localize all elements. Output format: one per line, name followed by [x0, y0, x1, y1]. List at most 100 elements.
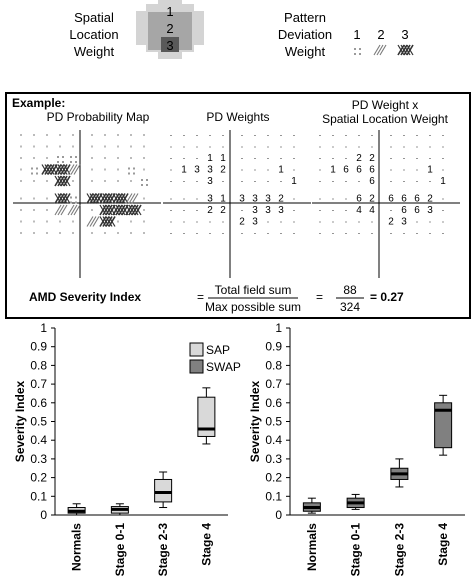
- grid-cell: 1: [207, 153, 213, 164]
- prob-normal-dot: [33, 209, 35, 211]
- formula-denominator-value: 324: [340, 300, 360, 314]
- grid-cell: ·: [254, 153, 257, 163]
- grid-cell: ·: [442, 228, 445, 238]
- x-tick-label: Stage 4: [199, 523, 213, 566]
- prob-symbol-3-icon: [112, 204, 129, 216]
- formula-numerator-value: 88: [343, 283, 357, 297]
- prob-normal-dot: [59, 134, 61, 136]
- prob-normal-dot: [104, 134, 106, 136]
- prob-normal-dot: [117, 180, 119, 182]
- grid-cell: ·: [390, 228, 393, 238]
- grid-cell: 3: [194, 165, 200, 176]
- grid-cell: 3: [252, 194, 258, 205]
- prob-normal-dot: [143, 157, 145, 159]
- prob-symbol-1-icon: [128, 167, 135, 175]
- prob-normal-dot: [104, 232, 106, 234]
- prob-symbol-2-icon: [67, 204, 81, 216]
- prob-normal-dot: [20, 220, 22, 223]
- grid-cell: ·: [196, 176, 199, 186]
- grid-cell: ·: [241, 228, 244, 238]
- grid-cell: ·: [390, 176, 393, 186]
- grid-cell: ·: [254, 130, 257, 140]
- x-tick-label: Stage 2-3: [392, 523, 406, 577]
- y-axis-title: Severity Index: [248, 380, 262, 462]
- prob-normal-dot: [91, 157, 93, 159]
- formula-label: AMD Severity Index: [29, 290, 141, 304]
- grid-cell: ·: [254, 228, 257, 238]
- box-sap-2: [154, 471, 173, 509]
- prob-normal-dot: [33, 157, 35, 159]
- grid-cell: ·: [319, 194, 322, 204]
- grid-cell: 6: [356, 194, 362, 205]
- grid-cell: ·: [170, 153, 173, 163]
- prob-normal-dot: [72, 232, 74, 234]
- spatial-weight-legend: Spatial Location Weight 1 2 3: [69, 0, 204, 59]
- grid-cell: 2: [278, 194, 284, 205]
- prob-normal-dot: [20, 145, 22, 148]
- prob-normal-dot: [130, 157, 132, 159]
- grid-cell: ·: [429, 153, 432, 163]
- formula-result: = 0.27: [370, 290, 404, 304]
- prob-normal-dot: [91, 134, 93, 136]
- grid-cell: ·: [332, 194, 335, 204]
- prob-normal-dot: [104, 168, 106, 171]
- grid-cell: ·: [170, 130, 173, 140]
- grid-cell: ·: [222, 217, 225, 227]
- grid-cell: 6: [369, 176, 375, 187]
- grid-cell: 3: [207, 176, 213, 187]
- grid-cell: ·: [403, 228, 406, 238]
- prob-symbol-3-icon: [54, 175, 71, 187]
- grid-cell: ·: [293, 217, 296, 227]
- grid-cell: ·: [442, 165, 445, 175]
- grid-cell: ·: [416, 153, 419, 163]
- spatial-label-line-2: Location: [69, 27, 118, 42]
- prob-normal-dot: [143, 209, 145, 211]
- grid-cell: ·: [332, 176, 335, 186]
- prob-normal-dot: [20, 168, 22, 171]
- grid-cell: 6: [369, 165, 375, 176]
- x-tick-label: Stage 0-1: [113, 523, 127, 577]
- grid-cell: ·: [183, 176, 186, 186]
- grid-cell: ·: [280, 130, 283, 140]
- grid-cell: ·: [345, 130, 348, 140]
- grid-cell: ·: [319, 130, 322, 140]
- pattern-label-line-1: Pattern: [284, 10, 326, 25]
- x-tick-label: Stage 0-1: [349, 523, 363, 577]
- prob-normal-dot: [33, 180, 35, 182]
- grid-cell: 3: [207, 165, 213, 176]
- grid-cell: 3: [427, 205, 433, 216]
- grid-cell: 1: [220, 153, 226, 164]
- grid-cell: 2: [388, 217, 394, 228]
- grid-cell: ·: [358, 217, 361, 227]
- prob-normal-dot: [117, 145, 119, 148]
- grid-cell: ·: [183, 194, 186, 204]
- grid-cell: ·: [183, 205, 186, 215]
- grid-cell: 1: [181, 165, 187, 176]
- prob-symbol-3-icon: [125, 204, 142, 216]
- grid-cell: ·: [170, 194, 173, 204]
- grid-cell: ·: [390, 205, 393, 215]
- y-tick-label: 1: [275, 321, 282, 335]
- grid-cell: ·: [222, 228, 225, 238]
- spatial-level-1: 1: [166, 4, 173, 19]
- grid-cell: ·: [416, 176, 419, 186]
- prob-symbol-3-icon: [99, 216, 116, 227]
- y-tick-label: 0.6: [30, 396, 47, 410]
- pattern-level-2: 2: [377, 27, 384, 42]
- grid-cell: 2: [356, 153, 362, 164]
- grid-cell: ·: [442, 153, 445, 163]
- grid-cell: 1: [291, 176, 297, 187]
- grid-cell: ·: [254, 165, 257, 175]
- grid-cell: ·: [442, 194, 445, 204]
- y-tick-label: 0.5: [30, 415, 47, 429]
- grid-cell: ·: [196, 130, 199, 140]
- prob-normal-dot: [59, 145, 61, 148]
- grid-cell: ·: [358, 228, 361, 238]
- prob-normal-dot: [91, 209, 93, 211]
- grid-cell: ·: [416, 165, 419, 175]
- grid-cell: 3: [401, 217, 407, 228]
- grid-cell: ·: [196, 217, 199, 227]
- y-tick-label: 0: [275, 508, 282, 522]
- y-tick-label: 0.7: [265, 377, 282, 391]
- grid-cell: ·: [403, 153, 406, 163]
